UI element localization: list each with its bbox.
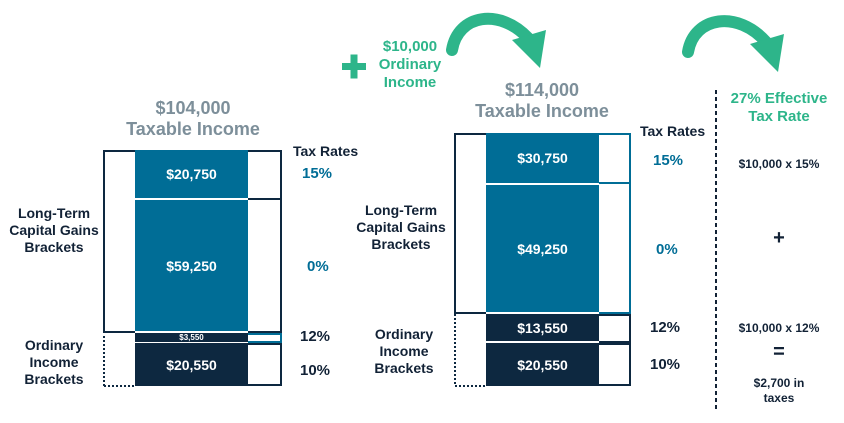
left-segment-15: $20,750 (135, 150, 248, 198)
left-rate-10: 10% (300, 362, 331, 379)
plus-icon (342, 54, 366, 79)
left-ordinary-label-line: Ordinary (24, 337, 84, 353)
right-segment-10: $20,550 (486, 343, 599, 386)
added-income-line: Income (383, 74, 437, 91)
right-taxable-income-title: $114,000 Taxable Income (462, 80, 622, 122)
right-rate-15: 15% (653, 152, 684, 169)
curved-arrow-icon (446, 12, 546, 68)
right-ordinary-label-line: Brackets (374, 360, 434, 376)
right-10-bracket (599, 343, 631, 386)
equals-sign: = (773, 341, 785, 363)
left-ordinary-label: Ordinary Income Brackets (6, 337, 102, 388)
right-segment-12: $13,550 (486, 314, 599, 341)
left-ordinary-label-line: Brackets (24, 371, 84, 387)
left-ltcg-label: Long-Term Capital Gains Brackets (6, 205, 102, 256)
right-ltcg-label: Long-Term Capital Gains Brackets (352, 202, 450, 253)
left-ltcg-bracket (103, 150, 135, 333)
right-rate-10: 10% (650, 356, 681, 373)
effective-rate-title-line: Tax Rate (748, 108, 810, 125)
left-segment-10: $20,550 (135, 343, 248, 386)
right-amount: $114,000 (504, 80, 580, 100)
calc-12: $10,000 x 12% (738, 321, 820, 335)
right-ltcg-label-line: Capital Gains (356, 219, 446, 235)
calc-15: $10,000 x 15% (738, 157, 820, 171)
result-line: $2,700 in (753, 376, 805, 390)
right-ordinary-label-line: Ordinary (374, 326, 434, 342)
left-rate-12: 12% (300, 328, 331, 345)
added-income-note: $10,000 Ordinary Income (370, 38, 450, 92)
right-right-divider (599, 133, 631, 184)
right-rate-12: 12% (650, 319, 681, 336)
left-right-divider (248, 150, 282, 200)
left-segment-0: $59,250 (135, 200, 248, 331)
added-income-line: Ordinary (378, 56, 442, 73)
left-ordinary-label-line: Income (29, 354, 79, 370)
left-tax-rates-heading: Tax Rates (293, 143, 359, 159)
right-ordinary-label: Ordinary Income Brackets (356, 326, 452, 377)
right-ltcg-label-line: Brackets (371, 236, 431, 252)
plus-sign: + (773, 227, 785, 249)
left-rate-15: 15% (302, 165, 333, 182)
left-ltcg-label-line: Long-Term (17, 205, 91, 221)
right-ltcg-bracket (454, 133, 486, 314)
left-ltcg-label-line: Capital Gains (9, 222, 99, 238)
right-label: Taxable Income (475, 101, 609, 121)
right-ltcg-label-line: Long-Term (364, 202, 438, 218)
left-label: Taxable Income (126, 119, 260, 139)
left-10-bracket (248, 343, 282, 386)
curved-arrow-icon (682, 15, 784, 72)
left-rate-0: 0% (307, 258, 329, 275)
effective-rate-title-line: 27% Effective (730, 90, 828, 107)
added-income-amount: $10,000 (382, 38, 438, 55)
result-line: taxes (763, 391, 795, 405)
right-segment-0: $49,250 (486, 185, 599, 312)
result: $2,700 in taxes (718, 376, 840, 406)
right-rate-0: 0% (656, 241, 678, 258)
right-segment-15: $30,750 (486, 133, 599, 183)
left-amount: $104,000 (155, 98, 231, 118)
left-12-bracket (248, 333, 282, 343)
left-taxable-income-title: $104,000 Taxable Income (113, 98, 273, 140)
left-ltcg-label-line: Brackets (24, 239, 84, 255)
right-12-bracket (599, 314, 631, 343)
left-segment-12: $3,550 (135, 333, 248, 342)
effective-rate-title: 27% Effective Tax Rate (718, 90, 840, 126)
right-tax-rates-heading: Tax Rates (640, 123, 706, 139)
right-ordinary-label-line: Income (379, 343, 429, 359)
